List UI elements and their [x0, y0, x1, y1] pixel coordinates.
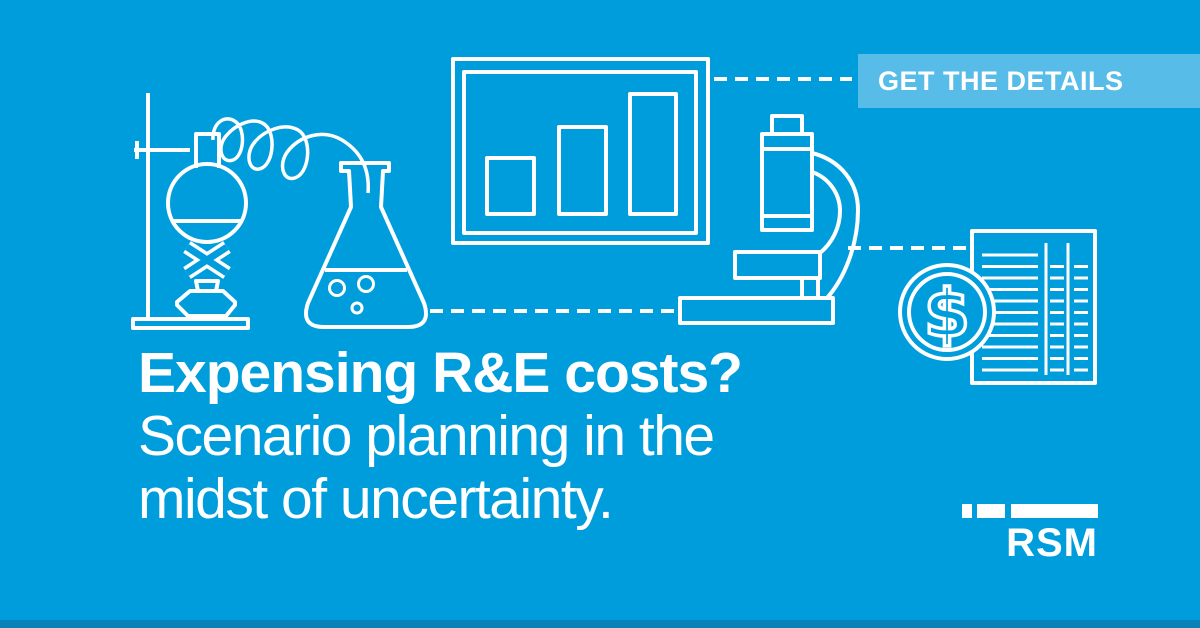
rsm-logo: RSM — [962, 504, 1098, 564]
dollar-coin-icon: $ — [898, 263, 996, 361]
connector-dashes — [430, 77, 966, 313]
bar-chart-frame-icon — [451, 57, 710, 245]
dollar-sign-glyph: $ — [924, 275, 970, 352]
headline-light-line-1: Scenario planning in the — [138, 404, 715, 468]
logo-bar-long — [1011, 504, 1098, 518]
logo-bar-medium — [977, 504, 1005, 518]
get-the-details-button[interactable]: GET THE DETAILS — [858, 54, 1200, 108]
chart-bar-medium — [557, 125, 608, 216]
microscope-icon — [678, 114, 860, 325]
coil-tube-icon — [211, 117, 370, 194]
logo-bar-small — [962, 504, 972, 518]
cta-label: GET THE DETAILS — [878, 65, 1124, 96]
headline-bold-line: Expensing R&E costs? — [138, 341, 743, 405]
headline: Expensing R&E costs? Scenario planning i… — [138, 341, 743, 531]
chart-bar-small — [485, 156, 536, 216]
logo-wordmark: RSM — [1006, 521, 1098, 565]
chart-bar-tall — [628, 92, 678, 216]
boiling-flask-icon — [166, 132, 248, 318]
lab-stand-icon — [131, 93, 250, 330]
bottom-strip — [0, 620, 1200, 628]
erlenmeyer-flask-icon — [304, 161, 428, 329]
headline-light-line-2: midst of uncertainty. — [138, 467, 614, 531]
